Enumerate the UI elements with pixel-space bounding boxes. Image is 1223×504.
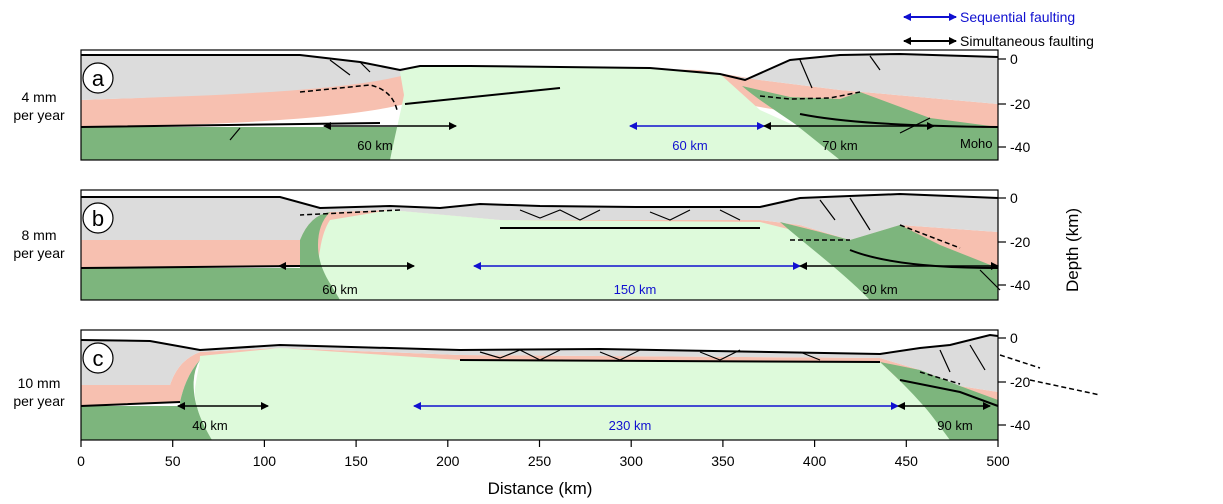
moho-label: Moho (960, 136, 993, 151)
distance-label-left: 60 km (357, 138, 392, 153)
panel-letter: c (93, 346, 104, 371)
legend-simultaneous-label: Simultaneous faulting (960, 33, 1094, 49)
distance-tick-label: 0 (77, 453, 85, 469)
panel-a: a Moho 60 km 60 km 70 km (80, 49, 999, 161)
legend: Sequential faulting Simultaneous faultin… (903, 9, 1094, 49)
depth-tick-label: 0 (1010, 330, 1018, 346)
rate-label-a: 4 mm per year (13, 89, 65, 123)
lower-crust-layer (81, 67, 998, 127)
left-mantle-wedge (300, 212, 340, 300)
depth-tick-label: -20 (1010, 234, 1030, 250)
distance-tick-label: 300 (620, 453, 644, 469)
panel-c: c 40 km 230 km 90 km (80, 329, 1101, 441)
distance-tick-label: 250 (528, 453, 552, 469)
panel-letter: a (92, 66, 105, 91)
distance-label-right: 70 km (822, 138, 857, 153)
panel-letter: b (92, 206, 104, 231)
distance-label-center: 230 km (609, 418, 652, 433)
depth-tick-label: -20 (1010, 374, 1030, 390)
distance-tick-label: 50 (165, 453, 181, 469)
distance-label-left: 40 km (192, 418, 227, 433)
distance-label-right: 90 km (937, 418, 972, 433)
depth-axis-title: Depth (km) (1063, 208, 1082, 292)
distance-tick-label: 200 (436, 453, 460, 469)
depth-axis-a (998, 58, 1006, 148)
distance-tick-label: 450 (895, 453, 919, 469)
left-mantle-wedge (180, 360, 212, 440)
depth-axis-b (998, 197, 1006, 286)
panel-letter-circle (82, 202, 114, 234)
distance-tick-label: 400 (803, 453, 827, 469)
depth-tick-label: -40 (1010, 417, 1030, 433)
mantle-upwelling (319, 210, 871, 300)
distance-label-center: 60 km (672, 138, 707, 153)
distance-label-center: 150 km (614, 282, 657, 297)
distance-axis-ticks (80, 440, 999, 447)
panel-b: b 60 km 150 km 90 km (80, 189, 1001, 301)
distance-axis-title: Distance (km) (488, 479, 593, 498)
mantle-upwelling (194, 348, 951, 440)
rate-label-b: 8 mm per year (13, 227, 65, 261)
rate-label-c: 10 mm per year (13, 375, 65, 409)
distance-tick-label: 100 (253, 453, 277, 469)
distance-tick-label: 350 (711, 453, 735, 469)
distance-tick-label: 150 (344, 453, 368, 469)
distance-tick-label: 500 (986, 453, 1010, 469)
depth-tick-label: -40 (1010, 277, 1030, 293)
legend-sequential-label: Sequential faulting (960, 9, 1075, 25)
depth-tick-label: 0 (1010, 190, 1018, 206)
distance-label-left: 60 km (322, 282, 357, 297)
depth-axis-c (998, 337, 1006, 426)
upper-crust-layer (81, 54, 998, 104)
panel-letter-circle (82, 62, 114, 94)
distance-label-right: 90 km (862, 282, 897, 297)
depth-tick-label: -40 (1010, 139, 1030, 155)
panel-letter-circle (82, 342, 114, 374)
depth-tick-label: -20 (1010, 96, 1030, 112)
depth-tick-label: 0 (1010, 51, 1018, 67)
mantle-upwelling (390, 66, 840, 160)
